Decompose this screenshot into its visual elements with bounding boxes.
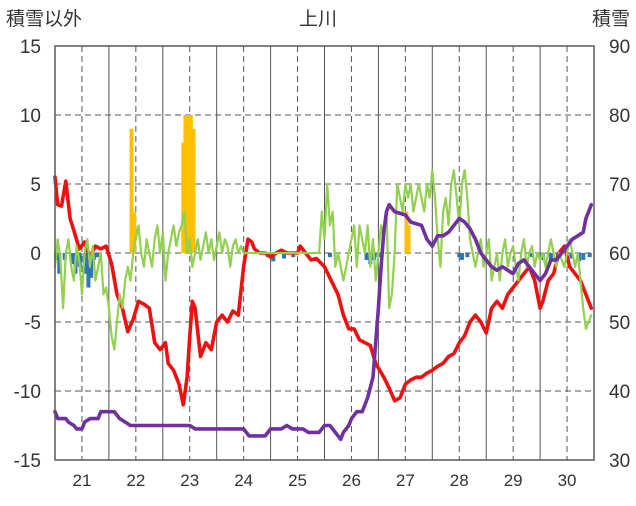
x-tick-label: 26 xyxy=(342,471,361,490)
x-tick-label: 29 xyxy=(504,471,523,490)
x-tick-label: 27 xyxy=(396,471,415,490)
chart-title: 上川 xyxy=(299,8,337,30)
gridlines xyxy=(54,46,594,460)
x-tick-label: 21 xyxy=(72,471,91,490)
left-tick-label: 0 xyxy=(30,244,41,265)
series-lines xyxy=(53,169,594,442)
bar-blue xyxy=(57,253,62,274)
bar-orange xyxy=(406,225,411,253)
right-tick-label: 30 xyxy=(609,451,630,472)
bar-orange xyxy=(132,211,137,253)
x-tick-label: 24 xyxy=(234,471,253,490)
bar-orange xyxy=(191,128,196,253)
bar-blue xyxy=(459,253,464,260)
bar-blue xyxy=(291,253,296,258)
bar-blue xyxy=(548,253,553,262)
header: 積雪以外 上川 積雪 xyxy=(6,8,630,30)
bar-blue xyxy=(327,253,332,258)
bar-blue xyxy=(364,253,369,260)
bar-blue xyxy=(95,253,100,258)
series-line-green xyxy=(53,169,593,351)
bar-orange xyxy=(129,128,134,253)
left-tick-label: -15 xyxy=(14,451,41,472)
bar-blue xyxy=(465,253,470,258)
left-tick-label: -10 xyxy=(14,382,41,403)
bar-blue xyxy=(587,253,592,258)
bar-orange xyxy=(404,211,409,253)
bar-blue xyxy=(282,253,287,259)
bar-blue xyxy=(530,253,535,258)
right-tick-label: 40 xyxy=(609,382,630,403)
right-tick-label: 70 xyxy=(609,175,630,196)
right-axis-title: 積雪 xyxy=(592,8,630,30)
bar-orange xyxy=(181,142,186,253)
bar-orange xyxy=(186,115,191,253)
bar-orange xyxy=(188,115,193,253)
bar-orange xyxy=(183,115,188,253)
bars xyxy=(54,115,592,288)
left-tick-label: -5 xyxy=(24,313,41,334)
right-tick-label: 50 xyxy=(609,313,630,334)
right-tick-label: 90 xyxy=(609,37,630,58)
plot-frame xyxy=(54,45,595,461)
x-tick-label: 25 xyxy=(288,471,307,490)
series-line-purple xyxy=(53,202,594,442)
bar-blue xyxy=(86,253,91,288)
left-axis-title: 積雪以外 xyxy=(6,8,82,30)
x-tick-label: 22 xyxy=(126,471,145,490)
right-tick-label: 60 xyxy=(609,244,630,265)
bar-blue xyxy=(581,253,586,260)
x-tick-label: 28 xyxy=(450,471,469,490)
x-tick-label: 30 xyxy=(558,471,577,490)
bar-blue xyxy=(569,253,574,259)
left-tick-label: 5 xyxy=(30,175,41,196)
bar-blue xyxy=(70,253,75,265)
x-tick-label: 23 xyxy=(180,471,199,490)
left-tick-label: 15 xyxy=(20,37,41,58)
left-tick-label: 10 xyxy=(20,106,41,127)
bar-blue xyxy=(457,253,462,258)
right-tick-label: 80 xyxy=(609,106,630,127)
